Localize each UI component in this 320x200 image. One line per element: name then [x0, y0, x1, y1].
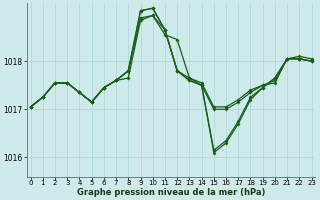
- X-axis label: Graphe pression niveau de la mer (hPa): Graphe pression niveau de la mer (hPa): [77, 188, 265, 197]
